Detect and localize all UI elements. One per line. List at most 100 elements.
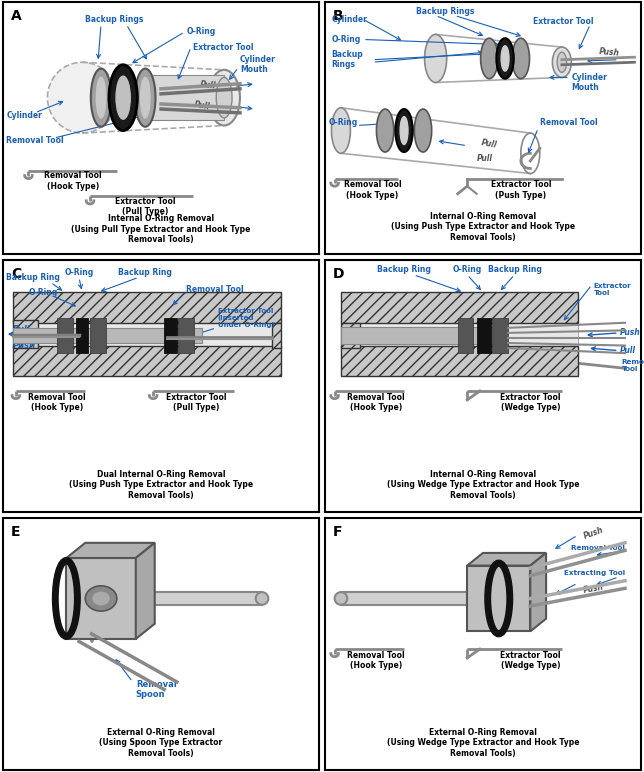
Text: Extractor Tool
(Wedge Type): Extractor Tool (Wedge Type) [500, 393, 560, 412]
Bar [13, 323, 281, 348]
Text: Pull: Pull [13, 324, 30, 334]
Text: O-Ring: O-Ring [332, 35, 361, 44]
Text: Push: Push [598, 47, 620, 58]
Text: Internal O-Ring Removal
(Using Pull Type Extractor and Hook Type
Removal Tools): Internal O-Ring Removal (Using Pull Type… [71, 215, 251, 244]
Bar [57, 318, 73, 353]
Bar [458, 318, 473, 353]
Text: Internal O-Ring Removal
(Using Wedge Type Extractor and Hook Type
Removal Tools): Internal O-Ring Removal (Using Wedge Typ… [386, 469, 579, 499]
Text: Cylinder
Mouth: Cylinder Mouth [240, 55, 276, 74]
Ellipse shape [400, 117, 408, 144]
Text: Pull: Pull [477, 154, 493, 163]
Polygon shape [467, 553, 546, 566]
Text: Backup Ring: Backup Ring [377, 265, 431, 274]
Bar [493, 318, 508, 353]
Bar [178, 318, 194, 353]
Ellipse shape [335, 592, 347, 604]
Text: E: E [11, 525, 21, 539]
Bar [341, 323, 578, 348]
Text: Removal Tool
(Hook Type): Removal Tool (Hook Type) [344, 181, 401, 200]
Bar [164, 318, 177, 353]
Polygon shape [530, 553, 546, 631]
Ellipse shape [553, 47, 571, 77]
Bar [76, 318, 88, 353]
Text: Backup Rings: Backup Rings [84, 15, 143, 24]
Bar [90, 318, 106, 353]
Ellipse shape [395, 109, 413, 152]
Text: External O-Ring Removal
(Using Spoon Type Extractor
Removal Tools): External O-Ring Removal (Using Spoon Typ… [99, 728, 223, 757]
Text: Extracting Tool: Extracting Tool [564, 571, 625, 576]
Bar [13, 320, 38, 348]
Ellipse shape [91, 591, 111, 606]
Text: Backup Ring: Backup Ring [118, 268, 172, 276]
Text: External O-Ring Removal
(Using Wedge Type Extractor and Hook Type
Removal Tools): External O-Ring Removal (Using Wedge Typ… [386, 728, 579, 757]
Text: Removal Tool
(Hook Type): Removal Tool (Hook Type) [347, 651, 404, 670]
Bar [341, 327, 505, 344]
Bar [66, 558, 136, 639]
Bar [341, 323, 360, 348]
Text: Pull: Pull [620, 346, 636, 355]
Text: Extractor Tool
(Push Type): Extractor Tool (Push Type) [491, 181, 551, 200]
Text: O-Ring: O-Ring [28, 288, 58, 297]
Text: O-Ring: O-Ring [186, 27, 216, 36]
Text: Pull: Pull [480, 139, 498, 151]
Bar [467, 566, 530, 631]
Ellipse shape [97, 77, 106, 118]
Bar [13, 328, 202, 343]
Text: Backup Ring: Backup Ring [488, 265, 542, 274]
Text: C: C [11, 267, 21, 281]
Polygon shape [66, 543, 155, 558]
Text: Removal Tool: Removal Tool [571, 545, 625, 551]
Ellipse shape [512, 39, 529, 79]
Bar [272, 323, 281, 348]
Ellipse shape [424, 35, 447, 83]
Bar [477, 318, 491, 353]
Text: Removal Tool: Removal Tool [6, 136, 64, 145]
Text: A: A [11, 9, 22, 23]
Ellipse shape [256, 592, 269, 604]
Ellipse shape [116, 76, 130, 119]
Ellipse shape [140, 77, 150, 118]
Text: Removal
Spoon: Removal Spoon [136, 680, 176, 699]
Text: Extractor
Tool: Extractor Tool [593, 283, 631, 296]
Text: Push: Push [582, 526, 605, 541]
Text: Extractor Tool
(Pull Type): Extractor Tool (Pull Type) [166, 393, 226, 412]
Text: Removal Tool: Removal Tool [540, 118, 598, 127]
Text: O-Ring: O-Ring [453, 265, 482, 274]
Text: Pull: Pull [200, 80, 217, 90]
Text: B: B [333, 9, 344, 23]
Bar [13, 293, 281, 323]
Text: Removal Tool
(Hook Type): Removal Tool (Hook Type) [347, 393, 404, 412]
Text: Removal
Tool: Removal Tool [622, 359, 644, 372]
Text: Removal Tool: Removal Tool [186, 286, 244, 294]
Ellipse shape [216, 77, 232, 118]
Ellipse shape [135, 69, 155, 127]
Text: Extractor Tool
(Pull Type): Extractor Tool (Pull Type) [115, 197, 176, 216]
Text: Push: Push [583, 583, 604, 595]
Text: Extractor Tool: Extractor Tool [193, 42, 253, 52]
Bar [13, 346, 281, 376]
Ellipse shape [209, 69, 240, 126]
Text: Pull: Pull [193, 100, 211, 111]
FancyBboxPatch shape [146, 75, 224, 120]
Text: Cylinder: Cylinder [6, 111, 43, 120]
Ellipse shape [48, 63, 117, 133]
Ellipse shape [85, 586, 117, 611]
Text: Backup
Rings: Backup Rings [332, 50, 363, 69]
Ellipse shape [497, 39, 514, 79]
Text: Push: Push [13, 341, 35, 350]
Text: O-Ring: O-Ring [64, 268, 93, 276]
Text: Extractor Tool
(Inserted
Under O-Ring): Extractor Tool (Inserted Under O-Ring) [218, 308, 274, 327]
Bar [341, 293, 578, 323]
Text: Push: Push [620, 328, 641, 337]
Text: Removal Tool
(Hook Type): Removal Tool (Hook Type) [44, 171, 102, 191]
Text: Cylinder: Cylinder [332, 15, 367, 24]
Ellipse shape [332, 108, 350, 154]
Ellipse shape [414, 109, 431, 152]
Ellipse shape [480, 39, 498, 79]
Text: O-Ring: O-Ring [328, 118, 357, 127]
Text: Backup Ring: Backup Ring [6, 273, 61, 282]
Text: Backup Rings: Backup Rings [416, 7, 474, 16]
Text: Removal Tool
(Hook Type): Removal Tool (Hook Type) [28, 393, 86, 412]
Ellipse shape [109, 65, 137, 130]
Ellipse shape [501, 46, 509, 71]
